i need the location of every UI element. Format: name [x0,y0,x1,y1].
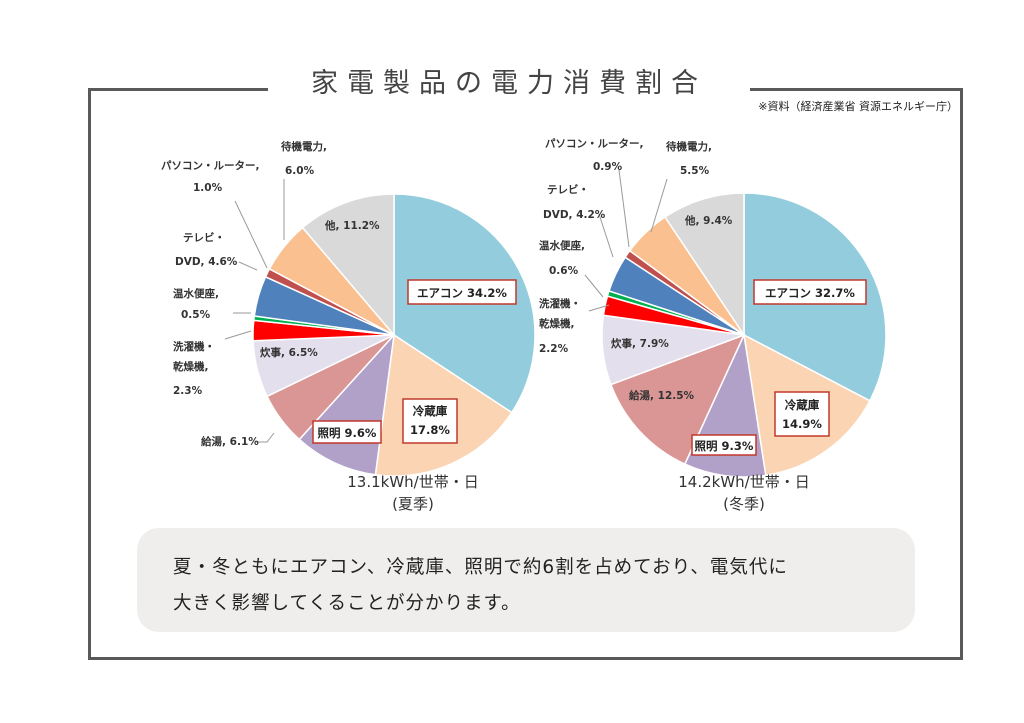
pie-slice-他-1 [663,192,745,338]
source-note: ※資料（経済産業省 資源エネルギー庁） [758,100,958,113]
leader-line-1-9 [650,178,668,233]
data-label-1-1-1: 14.9% [782,417,822,431]
leader-line-0-5 [224,330,252,340]
data-label-1-5-0: 洗濯機・ [539,297,581,310]
data-label-0-1-0: 冷蔵庫 [413,404,448,418]
summary-line-1: 夏・冬ともにエアコン、冷蔵庫、照明で約6割を占めており、電気代に [173,557,788,578]
chart-area: エアコン 34.2% 冷蔵庫 17.8% 照明 9.6% 給湯, 6.1% 炊事, 6.5… [153,117,899,527]
data-label-1-3-0: 給湯, 12.5% [629,389,695,402]
data-label-1-5-2: 2.2% [539,343,569,355]
data-label-0-8-0: パソコン・ルーター, [161,160,260,172]
label-box-1-1 [774,391,830,437]
data-label-0-1-1: 17.8% [410,423,450,437]
data-label-1-5-1: 乾燥機, [539,317,575,330]
pie-charts: エアコン 34.2% 冷蔵庫 17.8% 照明 9.6% 給湯, 6.1% 炊事, 6.5… [161,138,887,513]
page-title: 家電製品の電力消費割合 [268,62,750,106]
data-label-1-0-0: エアコン 32.7% [765,286,855,300]
data-label-1-1-0: 冷蔵庫 [785,398,820,412]
data-label-0-10-0: 他, 11.2% [324,219,380,232]
summary-line-2: 大きく影響してくることが分かります。 [173,593,521,614]
summary-box: 夏・冬ともにエアコン、冷蔵庫、照明で約6割を占めており、電気代に 大きく影響して… [137,528,915,632]
data-label-1-7-1: DVD, 4.2% [543,209,606,221]
chart-season-1: (冬季) [723,495,765,513]
data-label-1-7-0: テレビ・ [547,183,589,196]
leader-line-1-6 [584,274,604,298]
data-label-0-6-1: 0.5% [181,309,211,321]
data-label-0-4-0: 炊事, 6.5% [260,346,318,359]
data-label-1-6-1: 0.6% [549,265,579,277]
data-label-0-5-1: 乾燥機, [173,360,209,373]
label-box-1-2 [691,434,757,456]
leader-line-1-8 [618,169,630,248]
data-label-0-9-1: 6.0% [285,165,315,177]
data-label-1-8-0: パソコン・ルーター, [545,138,644,150]
chart-season-0: (夏季) [392,495,434,513]
data-label-1-4-0: 炊事, 7.9% [611,337,669,350]
leader-line-0-3 [256,432,275,443]
label-box-0-0 [407,279,517,305]
data-label-1-10-0: 他, 9.4% [684,214,733,227]
data-label-0-2-0: 照明 9.6% [318,426,377,440]
data-label-0-7-0: テレビ・ [183,231,225,244]
data-label-1-9-1: 5.5% [680,165,710,177]
leader-line-0-8 [234,200,268,269]
chart-subtitle-1: 14.2kWh/世帯・日 [678,473,809,491]
data-label-0-9-0: 待機電力, [281,140,327,153]
data-label-1-8-1: 0.9% [593,161,623,173]
label-box-1-0 [753,279,867,305]
data-label-0-7-1: DVD, 4.6% [175,256,238,268]
leader-line-1-5 [588,304,610,312]
pie-slice-他-0 [301,193,395,338]
label-box-0-2 [312,420,382,444]
data-label-0-5-2: 2.3% [173,385,203,397]
label-box-0-1 [402,398,458,444]
leader-line-0-7 [238,261,258,271]
data-label-0-5-0: 洗濯機・ [173,340,215,353]
pie-slice-給湯-1 [609,333,746,466]
data-label-0-0-0: エアコン 34.2% [417,286,507,300]
data-label-1-9-0: 待機電力, [666,140,712,153]
data-label-1-2-0: 照明 9.3% [695,439,754,453]
data-label-0-3-0: 給湯, 6.1% [201,435,259,448]
data-label-0-6-0: 温水便座, [173,287,219,300]
data-label-1-6-0: 温水便座, [539,239,585,252]
chart-subtitle-0: 13.1kWh/世帯・日 [347,473,478,491]
data-label-0-8-1: 1.0% [193,182,223,194]
leader-line-1-7 [598,213,614,258]
